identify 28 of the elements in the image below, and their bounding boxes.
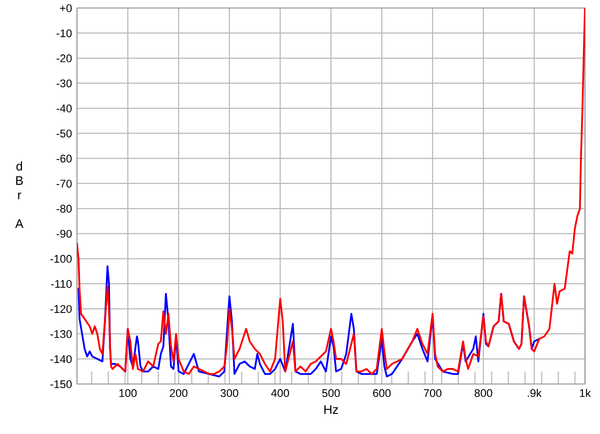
x-tick-label: 200 [170,389,188,398]
y-tick-label: -140 [50,355,72,364]
y-tick-label: -130 [50,330,72,338]
text: d B r A [15,161,24,228]
x-axis-title: Hz [324,405,338,414]
y-tick-label: -120 [50,305,72,313]
y-tick-label: -150 [50,380,72,388]
x-tick-label: 500 [322,389,340,398]
y-tick-label: -30 [56,79,72,88]
y-tick-label: -20 [56,54,72,62]
y-tick-label: +0 [60,4,72,12]
y-tick-label: -110 [51,280,72,288]
x-tick-label: 400 [271,389,290,398]
x-tick-label: 1k [580,388,591,397]
y-tick-label: -80 [56,204,72,213]
x-tick-label: 100 [119,389,137,398]
y-tick-label: -10 [56,29,72,38]
x-tick-label: 700 [424,389,442,398]
y-tick-label: -100 [50,254,72,263]
x-tick-label: 800 [474,389,492,398]
y-tick-label: -60 [56,154,72,163]
y-tick-label: -70 [56,180,72,188]
x-tick-label: 300 [220,389,238,398]
x-tick-label: 600 [373,389,391,398]
y-tick-label: -40 [56,104,72,112]
y-tick-label: -50 [56,130,72,138]
y-tick-label: -90 [56,230,72,238]
x-tick-label: .9k [528,388,542,398]
